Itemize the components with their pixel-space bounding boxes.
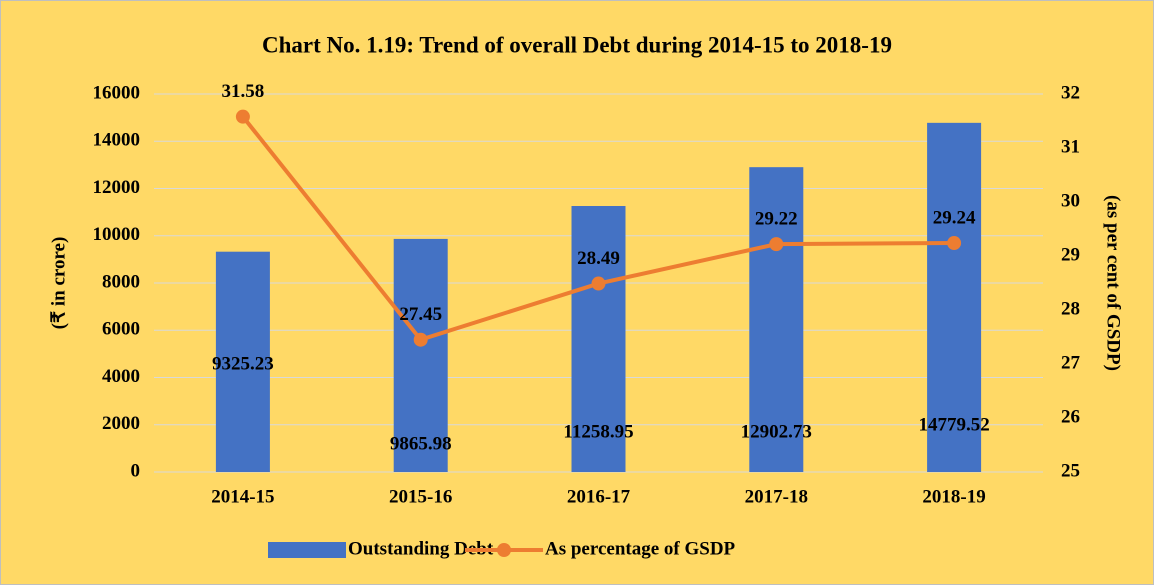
y2-tick-label: 31 [1061,136,1080,157]
bar-value-label: 14779.52 [918,414,989,435]
x-tick-label: 2014-15 [211,486,274,507]
legend-label: As percentage of GSDP [545,538,736,559]
bar [215,251,270,472]
line-marker [591,276,606,291]
y-tick-label: 4000 [102,366,140,387]
y-tick-label: 10000 [93,224,141,245]
line-value-label: 31.58 [222,81,265,102]
line-value-label: 29.22 [755,208,798,229]
y2-tick-label: 32 [1061,82,1080,103]
line-value-label: 29.24 [933,207,976,228]
x-tick-label: 2017-18 [745,486,808,507]
y2-tick-label: 28 [1061,298,1080,319]
legend-swatch [268,542,346,558]
chart-title: Chart No. 1.19: Trend of overall Debt du… [262,32,892,57]
y2-tick-label: 25 [1061,460,1080,481]
line-marker [769,237,784,252]
y-tick-label: 14000 [93,130,141,151]
y2-tick-label: 27 [1061,352,1081,373]
y-axis-label: (₹ in crore) [48,237,69,330]
y2-tick-label: 26 [1061,406,1080,427]
y-tick-label: 12000 [93,177,141,198]
bar-value-label: 11258.95 [563,421,633,442]
bar-value-label: 9325.23 [212,353,274,374]
y-tick-label: 16000 [93,82,141,103]
legend-label: Outstanding Debt [348,538,494,559]
line-marker [235,109,250,124]
y-tick-label: 6000 [102,319,140,340]
line-marker [413,332,428,347]
bar [393,238,448,472]
y-tick-label: 8000 [102,271,140,292]
y2-tick-label: 29 [1061,244,1080,265]
line-value-label: 28.49 [577,248,620,269]
x-tick-label: 2016-17 [567,486,631,507]
bar [571,206,626,472]
line-value-label: 27.45 [399,304,442,325]
y2-axis-label: (as per cent of GSDP) [1103,195,1124,371]
y2-tick-label: 30 [1061,190,1080,211]
bar-value-label: 12902.73 [741,421,812,442]
y-tick-label: 2000 [102,413,140,434]
y-tick-label: 0 [131,460,141,481]
x-tick-label: 2018-19 [922,486,985,507]
x-tick-label: 2015-16 [389,486,452,507]
bar [927,122,982,473]
bar-value-label: 9865.98 [390,433,452,454]
legend-marker [497,543,511,557]
line-marker [947,236,962,251]
bar [749,167,804,472]
